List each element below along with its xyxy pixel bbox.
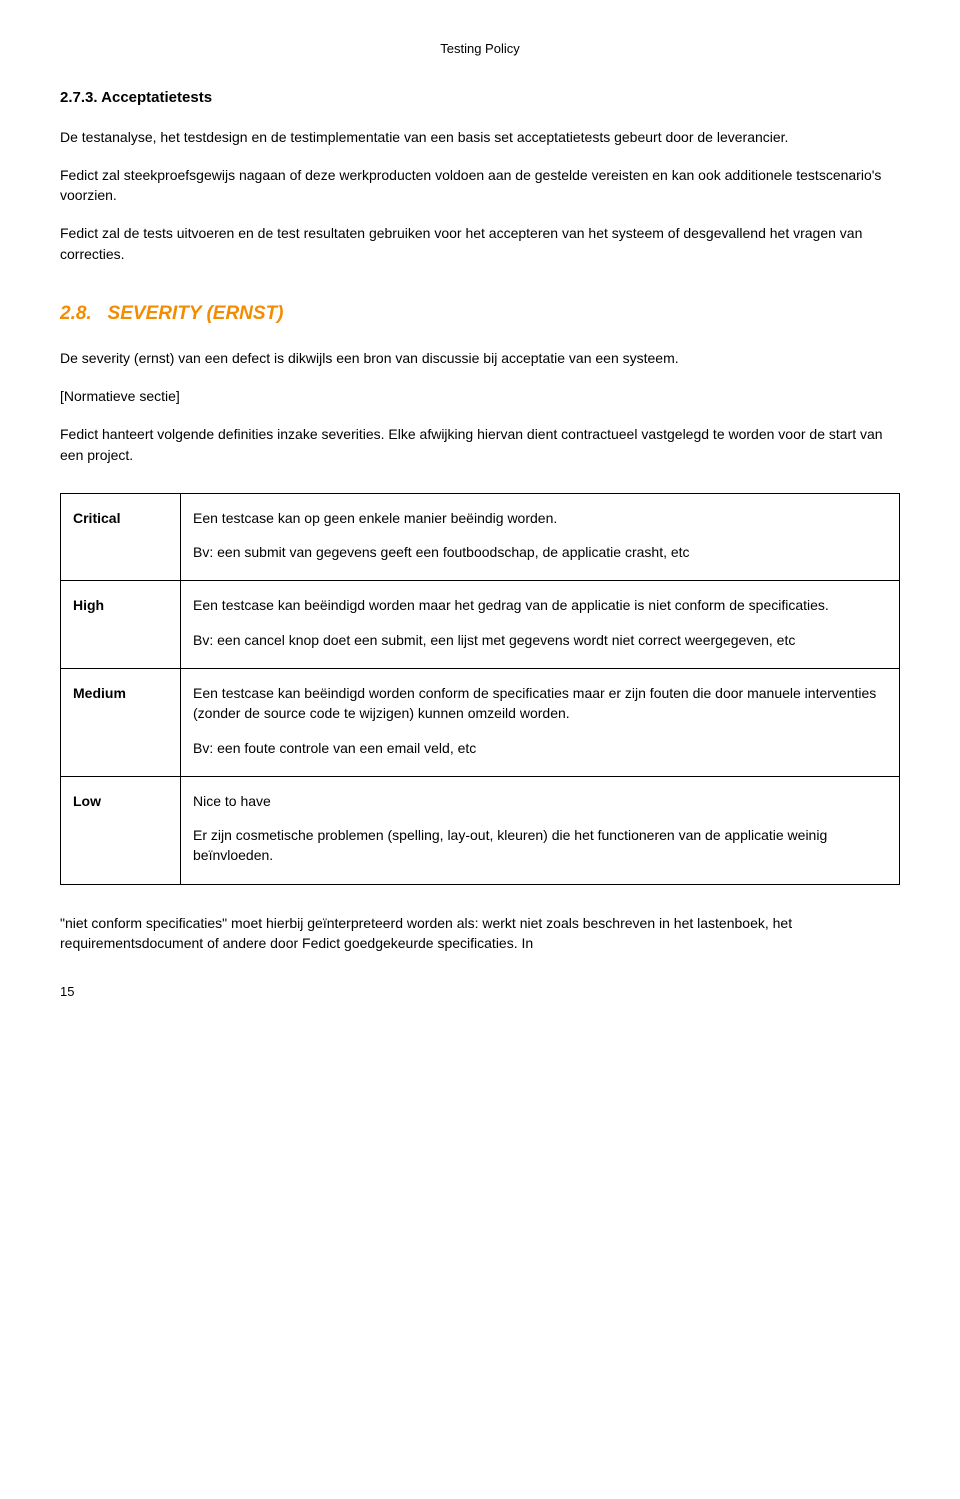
severity-desc: Een testcase kan beëindigd worden maar h… <box>181 581 900 669</box>
paragraph: Fedict zal de tests uitvoeren en de test… <box>60 223 900 264</box>
table-row: Low Nice to have Er zijn cosmetische pro… <box>61 776 900 884</box>
paragraph: De severity (ernst) van een defect is di… <box>60 348 900 368</box>
paragraph: "niet conform specificaties" moet hierbi… <box>60 913 900 954</box>
severity-table: Critical Een testcase kan op geen enkele… <box>60 493 900 885</box>
desc-line: Nice to have <box>193 791 887 811</box>
section-title: SEVERITY (ERNST) <box>108 303 284 324</box>
severity-label: Low <box>61 776 181 884</box>
severity-desc: Een testcase kan beëindigd worden confor… <box>181 669 900 777</box>
severity-desc: Een testcase kan op geen enkele manier b… <box>181 493 900 581</box>
table-row: High Een testcase kan beëindigd worden m… <box>61 581 900 669</box>
desc-line: Bv: een foute controle van een email vel… <box>193 738 887 758</box>
desc-line: Bv: een cancel knop doet een submit, een… <box>193 630 887 650</box>
table-row: Critical Een testcase kan op geen enkele… <box>61 493 900 581</box>
paragraph: Fedict zal steekproefsgewijs nagaan of d… <box>60 165 900 206</box>
subsection-heading-273: 2.7.3. Acceptatietests <box>60 87 900 109</box>
page-number: 15 <box>60 983 900 1002</box>
desc-line: Bv: een submit van gegevens geeft een fo… <box>193 542 887 562</box>
desc-line: Er zijn cosmetische problemen (spelling,… <box>193 825 887 866</box>
desc-line: Een testcase kan beëindigd worden maar h… <box>193 595 887 615</box>
severity-desc: Nice to have Er zijn cosmetische problem… <box>181 776 900 884</box>
section-number: 2.8. <box>60 303 92 324</box>
page-header: Testing Policy <box>60 40 900 59</box>
desc-line: Een testcase kan op geen enkele manier b… <box>193 508 887 528</box>
subsection-number: 2.7.3. <box>60 89 98 106</box>
severity-label: High <box>61 581 181 669</box>
severity-label: Medium <box>61 669 181 777</box>
desc-line: Een testcase kan beëindigd worden confor… <box>193 683 887 724</box>
section-heading-28: 2.8. SEVERITY (ERNST) <box>60 300 900 328</box>
subsection-title: Acceptatietests <box>101 89 212 106</box>
paragraph: Fedict hanteert volgende definities inza… <box>60 424 900 465</box>
severity-label: Critical <box>61 493 181 581</box>
paragraph: De testanalyse, het testdesign en de tes… <box>60 127 900 147</box>
table-row: Medium Een testcase kan beëindigd worden… <box>61 669 900 777</box>
paragraph: [Normatieve sectie] <box>60 386 900 406</box>
